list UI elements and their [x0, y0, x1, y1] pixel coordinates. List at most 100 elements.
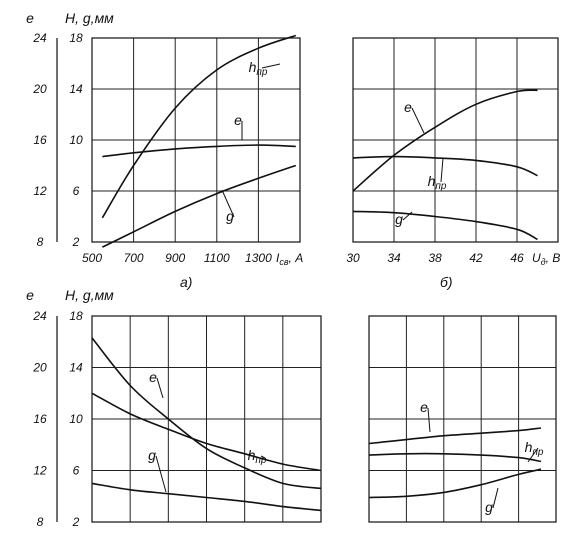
- curve-label-main: e: [420, 399, 428, 415]
- panel-a-caption: а): [180, 274, 192, 290]
- panel-d-label-leader-g: [492, 487, 499, 509]
- panel-c-e-tick-label: 8: [37, 515, 44, 529]
- panel-d-plot: e hпр g: [368, 315, 557, 523]
- curve-label-main: g: [485, 499, 493, 515]
- panel-b-x-tick-label: 46: [510, 251, 524, 265]
- panel-c-curve-label-e: e: [149, 369, 157, 385]
- curve-label-sub: пр: [435, 181, 447, 192]
- curve-label-main: g: [395, 211, 403, 227]
- curve-label-main: e: [404, 99, 412, 115]
- panel-b-caption: б): [440, 274, 453, 290]
- panel-a-curve-label-e: e: [234, 112, 242, 128]
- panel-b-label-leader-hpr: [440, 157, 444, 183]
- panel-a-x-tick-label: 500: [82, 251, 102, 265]
- curve-label-sub: пр: [532, 447, 544, 458]
- panel-d-curve-g: [368, 468, 542, 499]
- panel-b-frame: [352, 37, 559, 243]
- panel-c-h-tick-label: 18: [69, 309, 83, 323]
- panel-c-left-axis-title: e: [26, 287, 34, 303]
- panel-c-e-tick-label: 16: [33, 412, 47, 426]
- panel-c-curve-g: [91, 482, 322, 512]
- panel-b-x-axis-label-unit: , В: [546, 251, 561, 265]
- panel-b-label-leader-g: [402, 211, 413, 221]
- panel-a-label-leader-hpr: [261, 63, 281, 69]
- panel-a-x-tick-label: 1100: [204, 251, 230, 265]
- panel-b-x-axis-label-main: U: [532, 251, 541, 265]
- panel-b-label-leader-e: [411, 107, 425, 134]
- panel-c-frame: [91, 315, 322, 523]
- panel-c-e-tick-label: 20: [32, 361, 47, 375]
- curve-label-main: h: [249, 59, 257, 75]
- panel-c-curve-e: [91, 337, 322, 490]
- curve-label-main: e: [149, 369, 157, 385]
- panel-c-label-leader-hpr: [260, 455, 266, 459]
- panel-d-curve-label-e: e: [420, 399, 428, 415]
- curve-label-main: h: [428, 173, 436, 189]
- panel-b: б) Uд, В: [440, 251, 560, 290]
- panel-a-e-tick-label: 20: [32, 82, 47, 96]
- panel-b-x-tick-label: 34: [387, 251, 401, 265]
- panel-a-x-axis-label-unit: , А: [289, 251, 304, 265]
- panel-c-curve-label-g: g: [148, 447, 156, 463]
- panel-c: e H, g,мм: [26, 287, 114, 522]
- panel-a-x-tick-label: 700: [124, 251, 144, 265]
- panel-b-x-tick-label: 42: [469, 251, 483, 265]
- panel-a-h-tick-label: 6: [73, 184, 80, 198]
- curve-label-main: g: [226, 208, 234, 224]
- plot-layer: 500 700 900 1100 130026101418812162024hпрeg3…: [32, 31, 559, 529]
- panel-a-right-axis-title: H, g,мм: [65, 10, 114, 26]
- panel-d-label-leader-e: [427, 407, 431, 433]
- curve-label-main: h: [248, 447, 256, 463]
- panel-a-x-tick-label: 1300: [245, 251, 272, 265]
- panel-a-label-leader-g: [221, 189, 235, 218]
- panel-a-e-tick-label: 8: [37, 235, 44, 249]
- panel-c-curve-label-hpr: hпр: [248, 447, 267, 466]
- panel-c-plot: 2 6 10 14 18 8 12 16 20 24 e hпр g: [32, 309, 322, 529]
- panel-a-plot: 500 700 900 1100 1300 2 6 10 14 18 8 12 16 20 24 hпр e g: [32, 31, 301, 265]
- panel-a-curve-g: [102, 164, 297, 248]
- panel-a-h-tick-label: 2: [72, 235, 80, 249]
- panel-d-curve-label-hpr: hпр: [525, 439, 544, 458]
- panel-a-h-tick-label: 10: [69, 133, 83, 147]
- panel-a-curve-e: [102, 144, 296, 158]
- panel-d-frame: [368, 315, 557, 523]
- panel-b-x-tick-label: 38: [428, 251, 442, 265]
- panel-a-left-axis-title: e: [26, 10, 34, 26]
- panel-d-curve-label-g: g: [485, 499, 493, 515]
- panel-c-right-axis-title: H, g,мм: [65, 287, 114, 303]
- panel-c-label-leader-g: [155, 455, 167, 493]
- panel-b-curve-e: [352, 89, 538, 192]
- panel-a-x-axis-label-sub: св: [279, 257, 289, 267]
- panel-a-e-tick-label: 24: [32, 31, 47, 45]
- curve-label-sub: пр: [256, 67, 268, 78]
- panel-b-plot: 30 34 38 42 46 e hпр g: [346, 37, 559, 265]
- panel-a-e-tick-label: 16: [33, 133, 47, 147]
- panel-a: e H, g,мм а) Iсв, А: [26, 10, 303, 290]
- panel-b-curve-g: [352, 210, 538, 241]
- curve-label-main: h: [525, 439, 533, 455]
- curve-label-sub: пр: [255, 455, 267, 466]
- panel-d-curve-e: [368, 427, 542, 445]
- panel-a-curve-label-hpr: hпр: [249, 59, 268, 78]
- panel-a-curve-hpr: [101, 34, 297, 219]
- curve-label-main: e: [234, 112, 242, 128]
- panel-a-h-tick-label: 14: [69, 82, 83, 96]
- panel-c-curve-hpr: [91, 392, 322, 472]
- panel-c-e-tick-label: 12: [33, 464, 47, 478]
- panel-b-x-axis-label-sub: д: [541, 257, 546, 267]
- panel-a-x-axis-label-main: I: [276, 251, 280, 265]
- panel-a-frame: [91, 37, 301, 243]
- panel-a-h-tick-label: 18: [69, 31, 83, 45]
- curve-label-main: g: [148, 447, 156, 463]
- panel-b-curve-label-e: e: [404, 99, 412, 115]
- panel-d-label-leader-hpr: [527, 447, 539, 463]
- panel-a-x-axis-label: Iсв, А: [276, 251, 303, 267]
- panel-c-h-tick-label: 2: [72, 515, 80, 529]
- panel-b-x-axis-label: Uд, В: [532, 251, 560, 267]
- panel-c-h-tick-label: 6: [73, 464, 80, 478]
- panel-b-curve-hpr: [352, 155, 538, 177]
- panel-b-x-tick-label: 30: [346, 251, 360, 265]
- panel-a-e-tick-label: 12: [33, 184, 47, 198]
- panel-a-curve-label-g: g: [226, 208, 234, 224]
